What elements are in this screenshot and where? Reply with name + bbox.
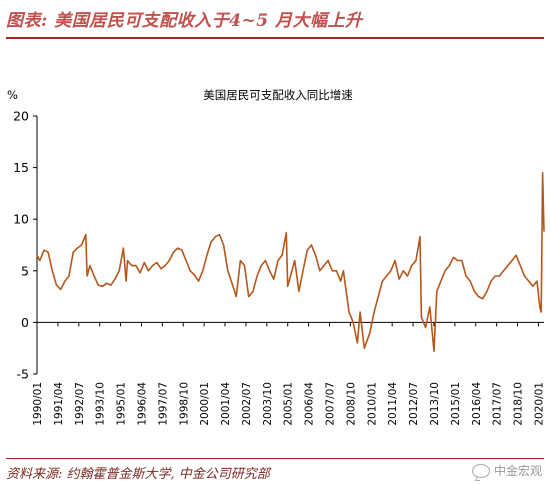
x-tick-label: 1998/10 [178,382,190,426]
y-tick-label: 20 [13,109,29,124]
x-tick-label: 1993/10 [95,382,107,426]
title-rule [6,37,544,39]
wechat-icon [471,463,490,478]
x-tick-label: 2010/01 [366,382,378,426]
y-axis: -5 0 5 10 15 20 [13,109,37,382]
source-rule [6,458,544,459]
watermark-text: 中金宏观 [493,464,542,478]
x-tick-label: 2005/01 [283,382,295,426]
x-tick-label: 2008/10 [345,382,357,426]
y-tick-label: 10 [13,212,29,227]
chart-title: 美国居民可支配收入同比增速 [203,88,353,102]
y-tick-label: 5 [21,263,29,278]
x-tick-label: 2002/07 [241,382,253,426]
y-tick-label: 0 [21,315,29,330]
figure-title: 图表: 美国居民可支配收入于4~5 月大幅上升 [6,11,363,31]
x-tick-label: 1991/04 [53,382,65,426]
x-tick-label: 2007/07 [325,382,337,426]
x-tick-label: 2000/01 [199,382,211,426]
x-tick-label: 1995/01 [116,382,128,426]
x-tick-label: 2001/04 [220,382,232,426]
x-tick-label: 1997/07 [157,382,169,426]
y-tick-label: -5 [17,367,29,382]
x-tick-label: 2003/10 [262,382,274,426]
x-tick-label: 2020/01 [533,382,545,426]
x-tick-label: 2018/10 [513,382,525,426]
watermark: 中金宏观 [471,462,542,479]
x-tick-label: 2017/07 [492,382,504,426]
x-axis: 1990/01 1991/04 1992/07 1993/10 1995/01 1996/… [32,322,545,426]
x-tick-label: 2012/07 [408,382,420,426]
x-tick-label: 1992/07 [74,382,86,426]
x-tick-label: 2011/04 [387,382,399,426]
x-tick-label: 2006/04 [304,382,316,426]
series-line [36,172,545,353]
x-tick-label: 1996/04 [136,382,148,426]
line-chart: 美国居民可支配收入同比增速 % -5 0 5 10 15 20 1990/01 1991/0… [7,88,545,426]
y-axis-unit: % [7,88,18,102]
y-tick-label: 15 [13,160,29,175]
x-tick-label: 1990/01 [32,382,44,426]
x-tick-label: 2015/01 [450,382,462,426]
x-tick-label: 2016/04 [471,382,483,426]
source-note: 资料来源: 约翰霍普金斯大学, 中金公司研究部 [6,467,270,482]
x-tick-label: 2013/10 [429,382,441,426]
